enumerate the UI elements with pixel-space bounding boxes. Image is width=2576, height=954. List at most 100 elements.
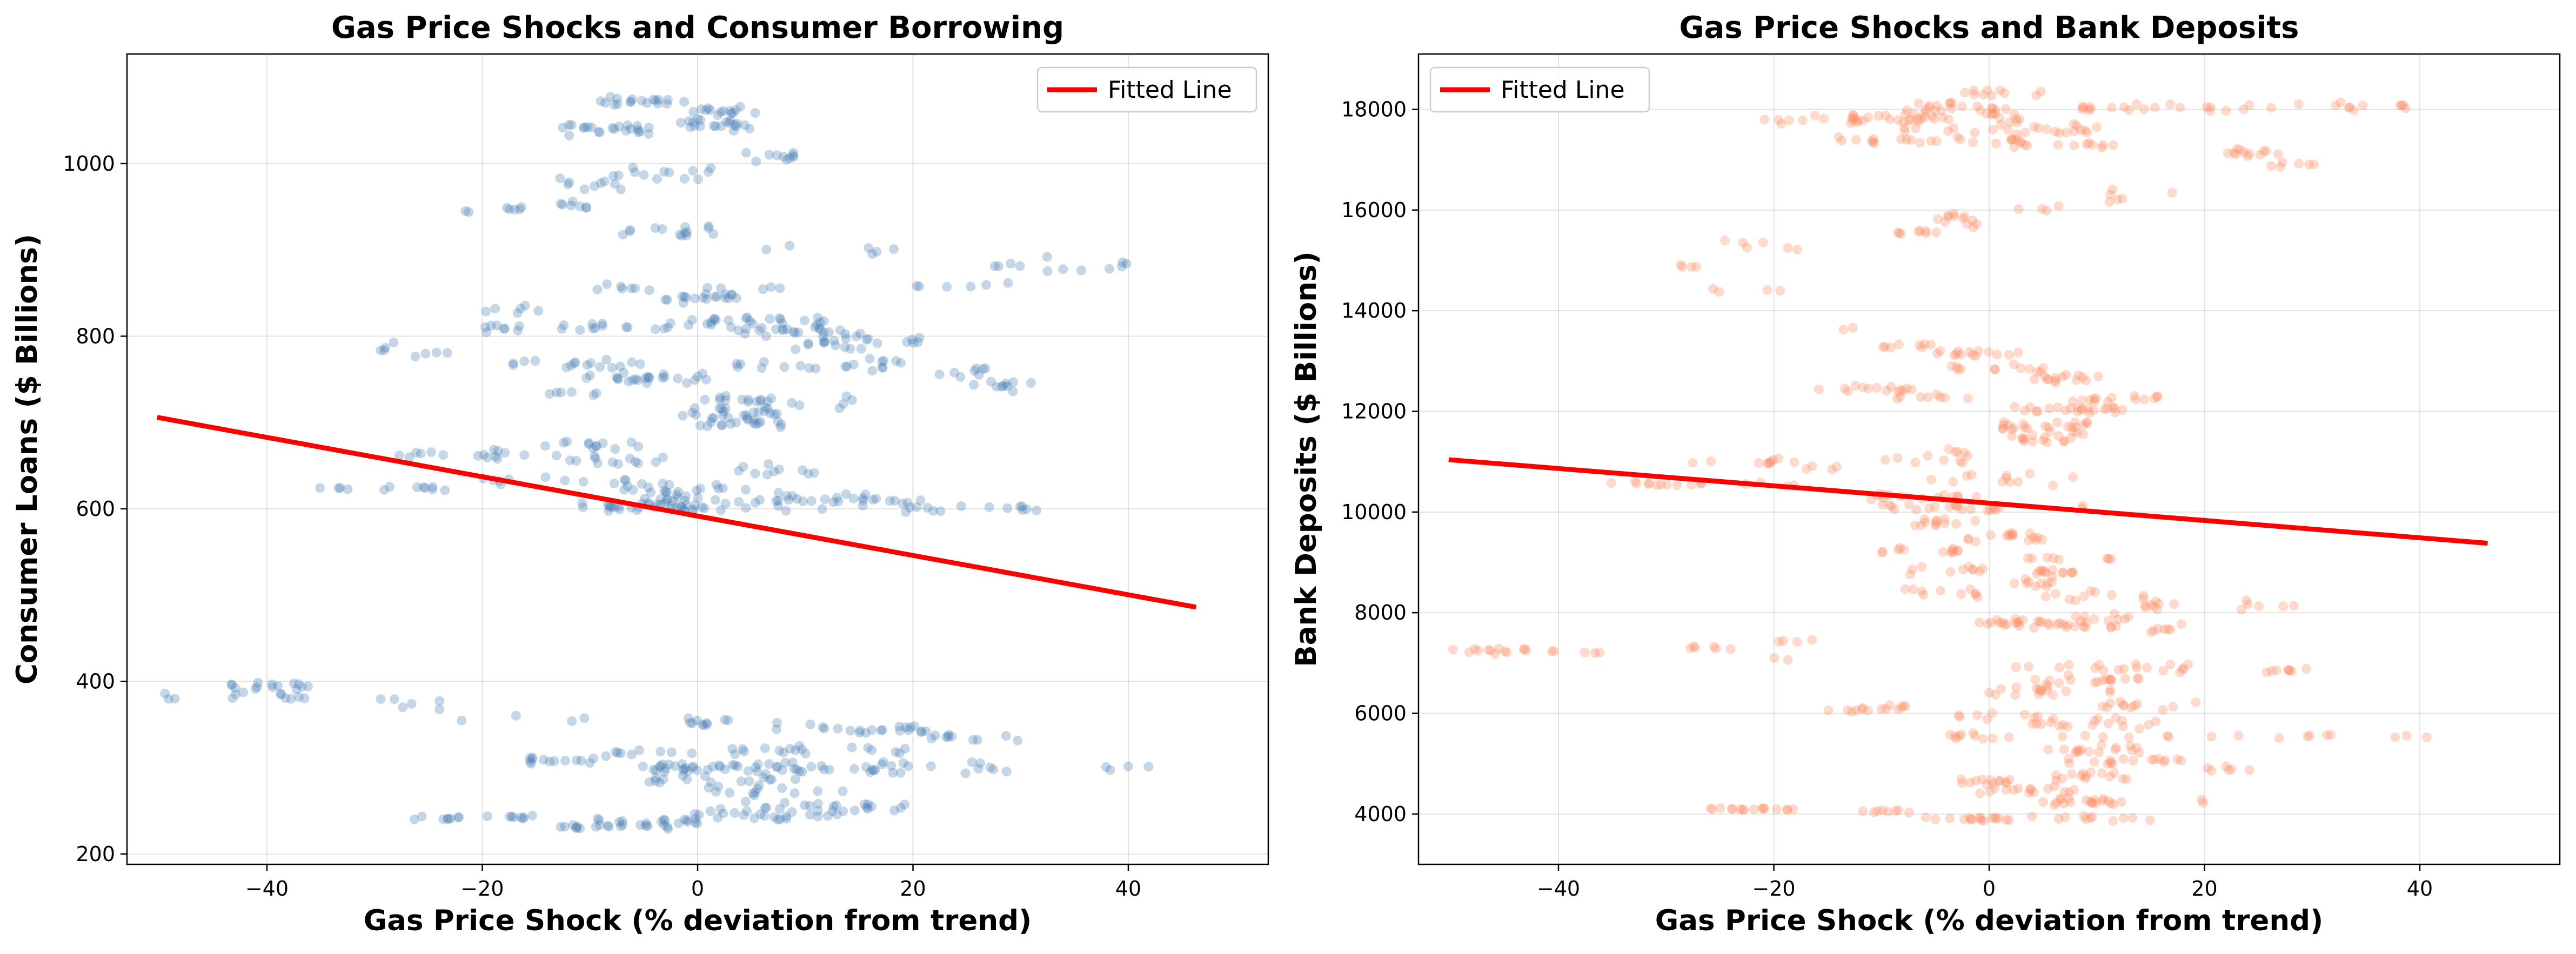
- scatter-point: [1900, 126, 1910, 137]
- scatter-point: [613, 748, 623, 758]
- scatter-point: [1944, 98, 1955, 109]
- scatter-point: [627, 375, 638, 385]
- scatter-point: [895, 768, 906, 778]
- scatter-point: [492, 320, 502, 331]
- scatter-point: [809, 322, 820, 332]
- scatter-point: [1930, 814, 1941, 824]
- scatter-point: [2163, 624, 2173, 634]
- scatter-point: [739, 747, 749, 757]
- scatter-point: [675, 501, 686, 512]
- scatter-point: [379, 485, 389, 495]
- scatter-point: [683, 713, 693, 723]
- scatter-points: [160, 92, 1154, 834]
- scatter-point: [2401, 103, 2411, 113]
- scatter-point: [614, 817, 624, 827]
- scatter-point: [2053, 201, 2064, 211]
- scatter-point: [1494, 643, 1504, 654]
- scatter-point: [1921, 812, 1931, 822]
- scatter-point: [1101, 762, 1111, 772]
- scatter-point: [695, 420, 705, 431]
- scatter-point: [2019, 139, 2030, 150]
- scatter-point: [2105, 798, 2116, 809]
- chart-title: Gas Price Shocks and Bank Deposits: [1679, 10, 2299, 45]
- scatter-point: [760, 402, 771, 412]
- scatter-point: [1910, 458, 1921, 468]
- scatter-point: [670, 761, 680, 771]
- scatter-point: [2059, 744, 2069, 755]
- scatter-point: [675, 118, 686, 128]
- scatter-point: [579, 184, 590, 194]
- scatter-point: [2255, 150, 2265, 160]
- scatter-point: [781, 506, 791, 516]
- scatter-point: [2261, 146, 2271, 156]
- scatter-point: [761, 244, 771, 254]
- scatter-point: [2079, 591, 2089, 601]
- scatter-point: [1884, 500, 1895, 510]
- scatter-point: [701, 105, 711, 115]
- scatter-point: [1896, 229, 1906, 239]
- scatter-point: [564, 177, 574, 187]
- scatter-point: [2033, 123, 2043, 133]
- scatter-point: [576, 756, 586, 766]
- scatter-point: [751, 787, 760, 797]
- scatter-point: [2031, 683, 2042, 694]
- scatter-point: [2235, 145, 2245, 155]
- scatter-point: [758, 284, 768, 294]
- scatter-point: [848, 359, 859, 369]
- scatter-point: [657, 224, 667, 234]
- scatter-point: [1002, 503, 1013, 513]
- scatter-point: [2395, 100, 2405, 111]
- scatter-point: [2078, 769, 2088, 779]
- scatter-point: [2076, 771, 2086, 781]
- scatter-point: [765, 775, 775, 785]
- scatter-point: [1939, 455, 1949, 465]
- scatter-point: [2006, 424, 2017, 434]
- scatter-point: [683, 766, 693, 776]
- scatter-point: [2016, 363, 2026, 373]
- scatter-point: [2018, 419, 2029, 429]
- scatter-point: [1042, 266, 1053, 276]
- scatter-point: [575, 201, 585, 212]
- scatter-point: [1868, 137, 1878, 147]
- scatter-point: [1032, 505, 1041, 515]
- scatter-point: [2036, 684, 2045, 695]
- scatter-point: [698, 368, 708, 379]
- scatter-point: [730, 749, 740, 760]
- scatter-point: [743, 394, 753, 405]
- scatter-point: [2096, 740, 2106, 750]
- scatter-point: [736, 776, 746, 787]
- scatter-point: [794, 741, 805, 751]
- scatter-point: [1958, 565, 1968, 575]
- scatter-point: [596, 178, 606, 189]
- scatter-point: [815, 317, 825, 327]
- scatter-point: [2073, 402, 2083, 413]
- scatter-point: [859, 799, 869, 809]
- scatter-point: [2029, 623, 2039, 633]
- scatter-point: [602, 279, 612, 289]
- scatter-point: [742, 413, 752, 424]
- scatter-point: [2001, 784, 2011, 795]
- scatter-point: [1898, 701, 1909, 711]
- scatter-point: [1953, 346, 1963, 357]
- scatter-point: [625, 97, 635, 107]
- scatter-point: [803, 338, 813, 348]
- scatter-point: [560, 475, 570, 486]
- scatter-point: [1519, 645, 1529, 655]
- scatter-point: [597, 321, 607, 331]
- scatter-point: [2124, 612, 2134, 622]
- scatter-point: [2286, 666, 2297, 676]
- scatter-point: [1866, 136, 1877, 146]
- scatter-point: [886, 761, 896, 771]
- scatter-point: [685, 122, 695, 132]
- scatter-point: [411, 447, 421, 458]
- scatter-point: [2098, 794, 2108, 804]
- scatter-point: [2037, 565, 2046, 575]
- scatter-point: [2057, 372, 2068, 382]
- scatter-point: [861, 728, 871, 738]
- scatter-point: [2064, 660, 2074, 670]
- scatter-point: [978, 364, 988, 374]
- scatter-point: [2043, 784, 2053, 794]
- scatter-point: [913, 337, 923, 347]
- scatter-point: [693, 174, 703, 184]
- scatter-point: [1921, 229, 1931, 238]
